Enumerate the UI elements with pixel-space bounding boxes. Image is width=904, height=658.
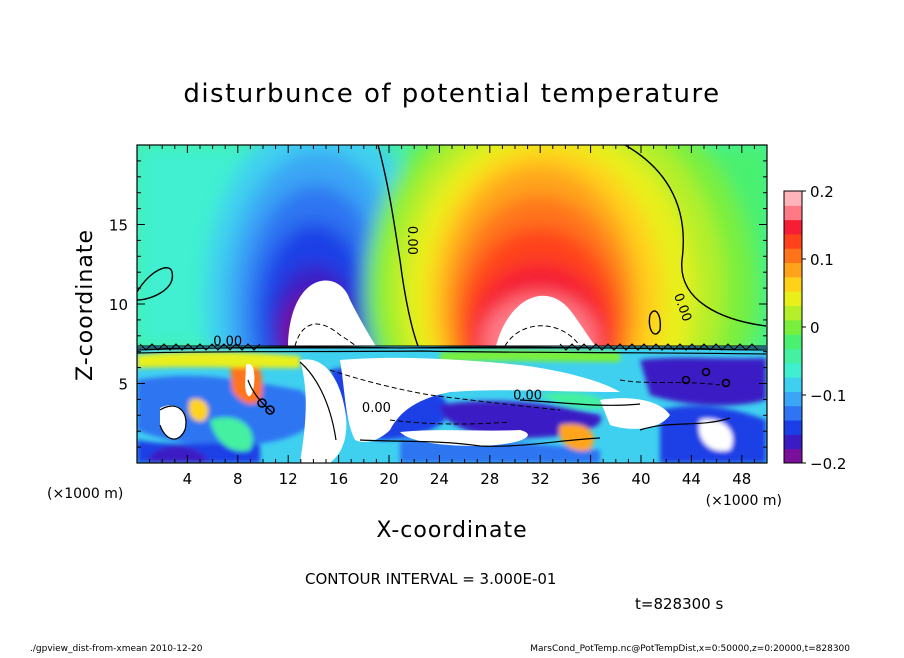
colorbar-swatch: [784, 362, 802, 378]
colorbar-swatch: [784, 233, 802, 249]
contour-label: 0.00: [362, 401, 391, 416]
colorbar-swatch: [784, 276, 802, 292]
contour-label: 0.00: [404, 226, 419, 255]
colorbar-tick-label: 0: [810, 319, 820, 337]
colorbar-tick-label: 0.2: [810, 183, 834, 201]
x-tick-label: 12: [279, 470, 298, 488]
colorbar-swatch: [784, 205, 802, 221]
x-tick-label: 40: [631, 470, 650, 488]
y-tick-label: 15: [109, 217, 128, 235]
colorbar-swatch: [784, 405, 802, 421]
y-axis: 5 10 15: [109, 160, 767, 448]
footer-right: MarsCond_PotTemp.nc@PotTempDist,x=0:5000…: [530, 644, 850, 654]
y-axis-unit-right: (×1000 m): [706, 493, 782, 509]
x-axis-label: X-coordinate: [376, 518, 527, 543]
x-tick-label: 8: [233, 470, 243, 488]
colorbar-swatch: [784, 448, 802, 464]
x-tick-label: 24: [430, 470, 449, 488]
x-tick-label: 36: [581, 470, 600, 488]
colorbar-swatch: [784, 391, 802, 407]
colorbar-swatch: [784, 191, 802, 206]
colorbar-swatch: [784, 262, 802, 278]
colorbar-swatch: [784, 248, 802, 264]
colorbar-swatch: [784, 319, 802, 335]
chart-title: disturbunce of potential temperature: [183, 79, 720, 109]
colorbar: 0.2 0.1 0 −0.1 −0.2: [783, 183, 846, 473]
contour-interval: CONTOUR INTERVAL = 3.000E-01: [305, 570, 556, 588]
time-label: t=828300 s: [635, 595, 723, 613]
colorbar-swatch: [784, 291, 802, 307]
x-tick-label: 20: [379, 470, 398, 488]
x-axis: 4 8 12 16 20 24 28 32 36 40 44 48: [149, 145, 755, 488]
x-tick-label: 16: [329, 470, 348, 488]
x-tick-label: 4: [183, 470, 193, 488]
colorbar-swatch: [784, 305, 802, 321]
x-tick-label: 48: [732, 470, 751, 488]
y-tick-label: 10: [109, 296, 128, 314]
colorbar-tick-label: −0.2: [810, 455, 846, 473]
x-tick-label: 32: [531, 470, 550, 488]
x-tick-label: 28: [480, 470, 499, 488]
contour-label: 0.00: [513, 388, 542, 403]
footer-left: ./gpview_dist-from-xmean 2010-12-20: [30, 644, 203, 654]
colorbar-swatch: [784, 348, 802, 364]
colorbar-tick-label: 0.1: [810, 251, 834, 269]
colorbar-swatch: [784, 420, 802, 435]
colorbar-tick-label: −0.1: [810, 387, 846, 405]
colorbar-swatch: [784, 377, 802, 392]
y-tick-label: 5: [118, 376, 128, 394]
x-tick-label: 44: [682, 470, 701, 488]
contour-label: 0.00: [213, 334, 242, 349]
contour-labels: 0.000.000.000.000.00: [213, 226, 694, 416]
colorbar-swatch: [784, 334, 802, 349]
heatmap-field: [136, 144, 768, 464]
colorbar-swatch: [784, 219, 802, 235]
colorbar-swatch: [784, 434, 802, 450]
x-axis-unit: (×1000 m): [47, 486, 123, 502]
y-axis-label: Z-coordinate: [73, 229, 98, 381]
